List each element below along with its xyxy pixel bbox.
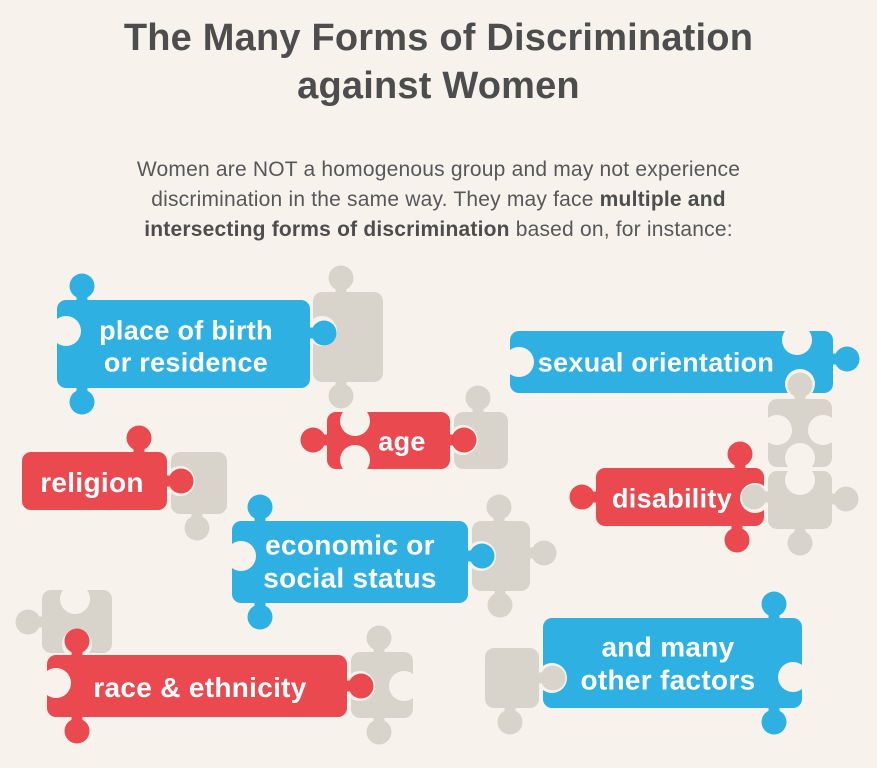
economic-social-status-label: economic or social status [263, 529, 437, 593]
puzzle-piece-disability: disability [556, 428, 804, 566]
religion-label: religion [40, 467, 144, 498]
title-line-1: The Many Forms of Discrimination [123, 17, 754, 59]
intro-text-after: based on, for instance: [509, 217, 733, 241]
puzzle-piece-race-ethnicity: race & ethnicity [7, 615, 387, 757]
puzzle-piece-sexual-orientation: sexual orientation [470, 291, 873, 433]
many-other-factors-label: and many other factors [580, 631, 755, 695]
puzzle-piece-place-of-birth: place of birth or residence [17, 260, 350, 428]
sexual-orientation-label: sexual orientation [538, 347, 774, 377]
header: The Many Forms of Discrimination against … [0, 0, 877, 245]
puzzle-piece-religion: religion [0, 412, 207, 550]
intro-text: Women are NOT a homogenous group and may… [94, 155, 784, 245]
title-line-2: against Women [297, 65, 580, 108]
disability-label: disability [612, 483, 732, 513]
age-label: age [378, 426, 425, 456]
intro-text-bold: multiple and intersecting forms of discr… [144, 187, 726, 241]
page-title: The Many Forms of Discrimination against … [0, 0, 877, 111]
intro-text-before: Women are NOT a homogenous group and may… [136, 157, 741, 211]
race-ethnicity-label: race & ethnicity [93, 672, 306, 703]
place-of-birth-label: place of birth or residence [99, 316, 273, 378]
puzzle-piece-many-other-factors: and many other factors [503, 578, 842, 748]
